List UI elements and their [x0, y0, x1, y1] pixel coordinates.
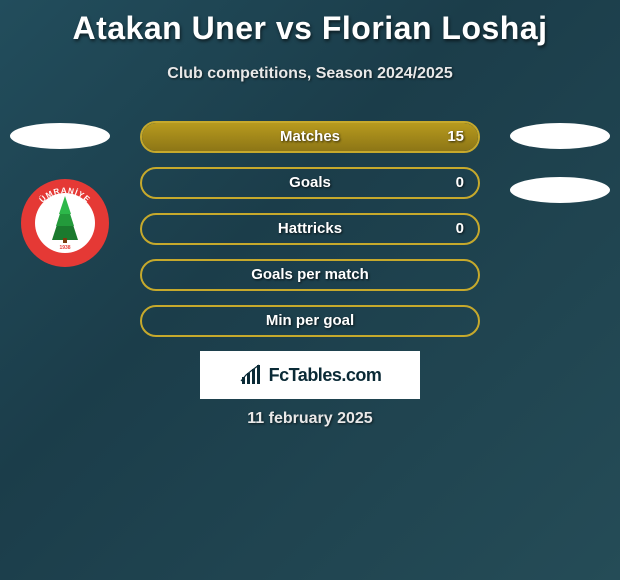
stat-bar-matches: Matches 15 [140, 121, 480, 153]
badge-year: 1938 [59, 245, 70, 251]
site-logo[interactable]: FcTables.com [200, 351, 420, 399]
snapshot-date: 11 february 2025 [0, 410, 620, 428]
comparison-card: Atakan Uner vs Florian Loshaj Club compe… [0, 0, 620, 580]
bar-value: 0 [456, 215, 464, 243]
stat-bars: Matches 15 Goals 0 Hattricks 0 Goals per… [140, 121, 480, 351]
stat-bar-goals-per-match: Goals per match [140, 259, 480, 291]
bar-label: Hattricks [142, 215, 478, 243]
bar-label: Goals per match [142, 261, 478, 289]
stat-bar-goals: Goals 0 [140, 167, 480, 199]
bar-label: Min per goal [142, 307, 478, 335]
bar-value: 15 [447, 123, 464, 151]
stat-bar-min-per-goal: Min per goal [140, 305, 480, 337]
site-logo-text: FcTables.com [269, 365, 382, 386]
bar-value: 0 [456, 169, 464, 197]
bar-label: Matches [142, 123, 478, 151]
player2-club-placeholder [510, 177, 610, 203]
bar-label: Goals [142, 169, 478, 197]
player1-photo-placeholder [10, 123, 110, 149]
club-badge: ÜMRANİYE SPOR KULÜBÜ 1938 [20, 178, 110, 268]
stat-bar-hattricks: Hattricks 0 [140, 213, 480, 245]
bar-chart-icon [239, 363, 263, 387]
page-title: Atakan Uner vs Florian Loshaj [0, 0, 620, 47]
player2-photo-placeholder [510, 123, 610, 149]
subtitle: Club competitions, Season 2024/2025 [0, 65, 620, 83]
